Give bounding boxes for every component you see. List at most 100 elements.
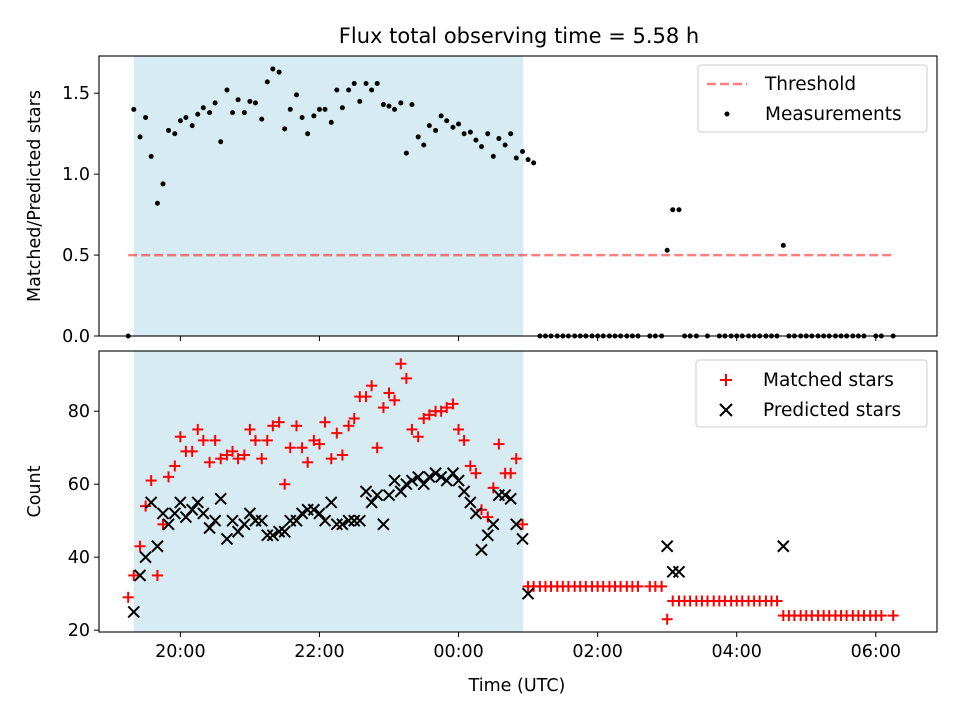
predicted-star-point	[382, 488, 396, 502]
measurement-point	[148, 153, 154, 159]
measurement-point	[421, 142, 427, 148]
measurement-point	[380, 102, 386, 108]
measurement-point	[339, 105, 345, 111]
predicted-marker-b	[318, 514, 332, 527]
matched-star-point	[487, 482, 499, 494]
predicted-star-point	[127, 605, 140, 619]
measurement-point	[172, 131, 178, 137]
measurement-point	[247, 98, 253, 104]
matched-star-point	[279, 478, 291, 490]
matched-star-point	[360, 391, 372, 403]
predicted-star-point	[185, 503, 199, 516]
predicted-star-point	[214, 492, 227, 506]
y-tick-label: 1.0	[62, 165, 90, 185]
predicted-marker-b	[353, 514, 366, 527]
x-tick-label: 04:00	[711, 642, 761, 662]
predicted-marker-b	[394, 485, 408, 498]
measurement-point	[351, 81, 357, 87]
predicted-marker-b	[504, 492, 517, 506]
matched-star-point	[470, 467, 482, 479]
top-observing-span	[133, 56, 524, 336]
top-x-ticks	[179, 336, 877, 341]
predicted-star-point	[220, 532, 234, 546]
predicted-marker-b	[185, 503, 199, 516]
predicted-star-point	[487, 518, 500, 531]
predicted-marker-b	[191, 496, 204, 509]
matched-star-point	[209, 434, 221, 446]
matched-star-point	[348, 413, 360, 425]
matched-star-point	[319, 416, 331, 428]
measurement-point	[467, 129, 473, 135]
predicted-star-point	[318, 514, 332, 527]
predicted-marker-b	[429, 467, 442, 480]
predicted-marker-b	[423, 470, 436, 484]
predicted-star-point	[452, 474, 465, 487]
predicted-star-point	[777, 540, 790, 553]
measurement-point	[218, 139, 224, 145]
measurement-point	[450, 124, 456, 130]
predicted-marker-b	[156, 507, 170, 520]
predicted-star-point	[156, 507, 170, 520]
predicted-marker-b	[405, 474, 419, 487]
predicted-marker-b	[295, 507, 309, 520]
measurement-point	[322, 106, 328, 112]
measurement-point	[520, 148, 526, 154]
predicted-star-point	[672, 565, 686, 578]
predicted-marker-b	[487, 518, 500, 531]
matched-star-point	[273, 416, 285, 428]
measurement-point	[496, 136, 502, 142]
predicted-star-point	[446, 467, 460, 480]
predicted-star-point	[203, 521, 216, 535]
x-tick-label: 02:00	[572, 642, 622, 662]
predicted-marker-b	[446, 467, 460, 480]
predicted-marker-b	[261, 529, 274, 542]
measurement-point	[276, 69, 282, 75]
bottom-legend-box	[695, 359, 928, 428]
predicted-star-point	[370, 488, 384, 502]
predicted-marker-b	[243, 507, 257, 520]
bottom-y-ticks: 20 40 60 80	[68, 402, 99, 641]
matched-star-point	[174, 431, 186, 443]
predicted-marker-b	[151, 540, 164, 553]
matched-star-point	[302, 456, 314, 468]
matched-star-point	[256, 453, 268, 465]
matched-star-point	[151, 569, 163, 581]
predicted-marker-b	[498, 488, 512, 502]
predicted-marker-b	[521, 587, 535, 600]
predicted-marker-b	[325, 496, 338, 509]
matched-star-point	[122, 591, 134, 603]
predicted-star-point	[307, 503, 321, 516]
measurement-point	[513, 155, 519, 161]
matched-star-point	[261, 434, 273, 446]
predicted-marker-b	[278, 525, 291, 538]
predicted-marker-b	[272, 525, 286, 538]
matched-star-point	[395, 358, 407, 370]
measurement-point	[235, 97, 241, 103]
predicted-marker-b	[469, 507, 483, 520]
predicted-marker-b	[481, 529, 494, 542]
measurement-point	[433, 127, 439, 133]
predicted-star-point	[197, 507, 210, 520]
measurement-point	[676, 207, 682, 213]
predicted-star-point	[139, 550, 152, 564]
top-legend-box	[697, 64, 928, 133]
predicted-marker-b	[660, 540, 674, 553]
matched-star-point	[284, 442, 296, 454]
matched-star-point	[400, 372, 412, 384]
matched-star-point	[406, 423, 418, 435]
x-axis-label: Time (UTC)	[468, 676, 566, 696]
predicted-star-point	[336, 518, 349, 531]
measurement-point	[473, 137, 479, 143]
measurement-point	[531, 160, 537, 166]
predicted-marker-b	[255, 514, 268, 527]
x-tick-label: 22:00	[294, 642, 344, 662]
measurement-point	[241, 110, 247, 116]
matched-star-point	[157, 518, 169, 530]
bottom-legend: Matched stars Predicted stars	[695, 359, 928, 428]
predicted-marker-b	[342, 514, 355, 527]
measurement-point	[426, 123, 432, 129]
y-tick-label: 0.5	[62, 246, 90, 266]
measurement-point	[392, 106, 398, 112]
